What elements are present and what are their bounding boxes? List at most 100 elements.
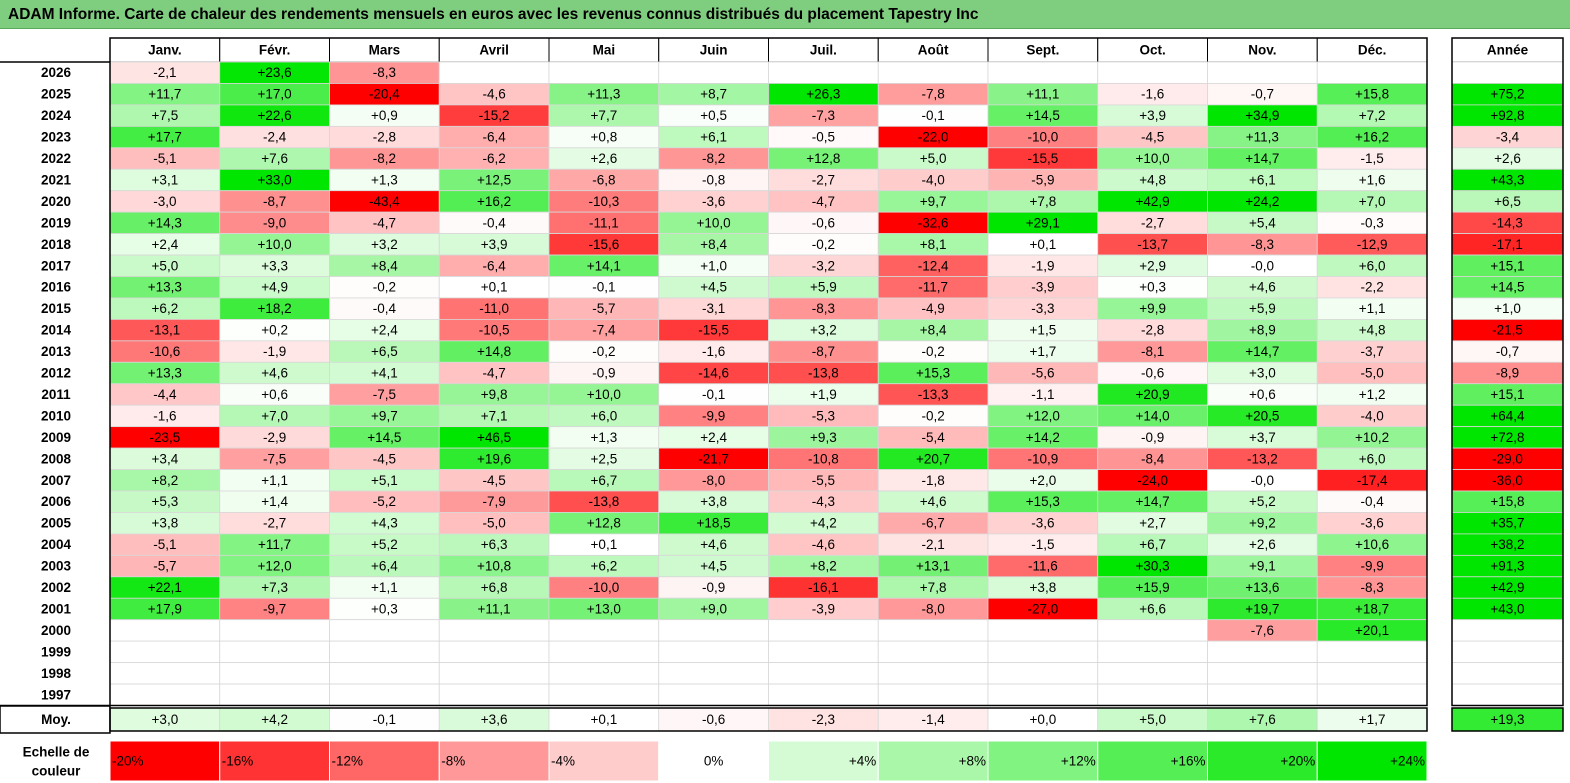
heatmap-cell-value: +9,9 <box>1139 301 1166 316</box>
heatmap-cell-value: +10,0 <box>587 387 621 402</box>
heatmap-cell-value: +3,8 <box>700 494 727 509</box>
heatmap-cell-value: -10,5 <box>479 323 510 338</box>
heatmap-cell-value: -2,7 <box>812 172 835 187</box>
heatmap-cell-value: +34,9 <box>1245 108 1279 123</box>
year-label: 2019 <box>41 215 71 230</box>
heatmap-cell <box>438 683 550 706</box>
heatmap-cell-value: -0,5 <box>812 130 835 145</box>
heatmap-cell <box>1316 61 1428 84</box>
heatmap-cell-value: -5,2 <box>373 494 396 509</box>
heatmap-cell-value: +0,9 <box>371 108 398 123</box>
heatmap-cell-value: -0,0 <box>1251 473 1274 488</box>
heatmap-cell-value: +14,0 <box>1136 408 1170 423</box>
heatmap-cell-value: -8,7 <box>812 344 835 359</box>
heatmap-cell-value: +8,9 <box>1249 323 1276 338</box>
heatmap-cell-value: -5,9 <box>1031 172 1054 187</box>
heatmap-cell-value: -0,0 <box>1251 258 1274 273</box>
heatmap-cell-value: +10,0 <box>258 237 292 252</box>
heatmap-cell <box>768 662 879 685</box>
heatmap-cell-value: +12,5 <box>477 172 511 187</box>
heatmap-cell-value: -8,4 <box>1141 451 1165 466</box>
heatmap-cell-value: +0,6 <box>261 387 288 402</box>
heatmap-cell <box>1316 683 1428 706</box>
heatmap-cell <box>438 619 550 642</box>
heatmap-cell-value: +16,2 <box>477 194 511 209</box>
heatmap-cell-value: -3,9 <box>812 601 835 616</box>
heatmap-cell-value: +5,1 <box>371 473 398 488</box>
heatmap-cell-value: +3,7 <box>1249 430 1276 445</box>
annual-cell-value: +15,1 <box>1490 258 1524 273</box>
heatmap-cell-value: +14,5 <box>1026 108 1060 123</box>
annual-cell <box>1451 619 1564 642</box>
heatmap-cell <box>1207 662 1318 685</box>
heatmap-cell-value: +11,7 <box>148 87 181 102</box>
heatmap-cell-value: +18,2 <box>258 301 292 316</box>
heatmap-cell-value: -12,4 <box>918 258 949 273</box>
heatmap-cell-value: -1,5 <box>1031 537 1054 552</box>
heatmap-cell-value: +22,6 <box>258 108 292 123</box>
heatmap-cell-value: -0,3 <box>1360 215 1383 230</box>
heatmap-cell-value: -5,1 <box>153 151 176 166</box>
average-cell-value: +3,6 <box>481 712 508 727</box>
annual-cell-value: +1,0 <box>1494 301 1521 316</box>
heatmap-cell-value: +14,7 <box>1245 151 1279 166</box>
scale-swatch <box>768 740 879 782</box>
heatmap-cell-value: -4,5 <box>482 473 505 488</box>
heatmap-cell <box>987 640 1099 664</box>
heatmap-cell-value: +15,3 <box>1026 494 1060 509</box>
heatmap-cell-value: -15,5 <box>698 323 729 338</box>
heatmap-cell <box>877 619 989 642</box>
heatmap-cell-value: +1,2 <box>1359 387 1386 402</box>
average-label-border <box>0 705 111 734</box>
average-cell-value: -0,1 <box>373 712 396 727</box>
heatmap-cell-value: +14,8 <box>477 344 511 359</box>
heatmap-cell-value: +5,3 <box>152 494 179 509</box>
annual-cell <box>1451 683 1564 706</box>
heatmap-cell-value: -6,2 <box>482 151 505 166</box>
heatmap-cell-value: -43,4 <box>369 194 400 209</box>
heatmap-cell-value: -2,1 <box>921 537 944 552</box>
heatmap-cell-value: -1,6 <box>1141 87 1164 102</box>
heatmap-cell-value: -1,6 <box>153 408 176 423</box>
annual-cell-value: -8,9 <box>1496 366 1519 381</box>
scale-swatch <box>1316 740 1428 782</box>
heatmap-cell-value: +4,6 <box>1249 280 1276 295</box>
heatmap-cell-value: +9,3 <box>810 430 837 445</box>
scale-swatch-label: 0% <box>704 754 724 769</box>
annual-cell-value: -14,3 <box>1492 215 1523 230</box>
heatmap-cell-value: +2,4 <box>700 430 727 445</box>
heatmap-cell-value: +30,3 <box>1136 559 1170 574</box>
year-label: 2007 <box>41 473 71 488</box>
heatmap-cell-value: +8,2 <box>810 559 837 574</box>
heatmap-cell <box>768 640 879 664</box>
heatmap-cell-value: -0,4 <box>373 301 397 316</box>
heatmap-cell-value: +29,1 <box>1026 215 1060 230</box>
heatmap-cell-value: +1,7 <box>1030 344 1057 359</box>
month-header-cell <box>987 37 1099 63</box>
heatmap-cell-value: +1,1 <box>1359 301 1386 316</box>
heatmap-cell-value: -1,8 <box>921 473 944 488</box>
heatmap-cell-value: -6,7 <box>921 516 944 531</box>
heatmap-cell-value: -2,4 <box>263 130 287 145</box>
heatmap-cell <box>548 683 660 706</box>
heatmap-cell-value: +3,9 <box>481 237 508 252</box>
heatmap-cell <box>438 662 550 685</box>
heatmap-cell <box>658 619 769 642</box>
year-label: 2009 <box>41 430 71 445</box>
scale-swatch <box>109 740 221 782</box>
heatmap-cell-value: +8,4 <box>700 237 727 252</box>
heatmap-cell-value: +4,5 <box>700 280 727 295</box>
heatmap-cell-value: -8,3 <box>1360 580 1383 595</box>
heatmap-cell <box>768 61 879 84</box>
heatmap-cell-value: +9,0 <box>700 601 727 616</box>
heatmap-cell-value: +9,7 <box>920 194 947 209</box>
year-label: 2013 <box>41 344 72 359</box>
heatmap-cell-value: -0,6 <box>1141 366 1164 381</box>
heatmap-cell-value: +6,6 <box>1139 601 1166 616</box>
heatmap-cell-value: -5,3 <box>812 408 835 423</box>
heatmap-cell-value: -2,9 <box>263 430 286 445</box>
heatmap-cell-value: -1,6 <box>702 344 725 359</box>
annual-cell-value: +91,3 <box>1490 559 1524 574</box>
heatmap-cell-value: -1,5 <box>1360 151 1383 166</box>
